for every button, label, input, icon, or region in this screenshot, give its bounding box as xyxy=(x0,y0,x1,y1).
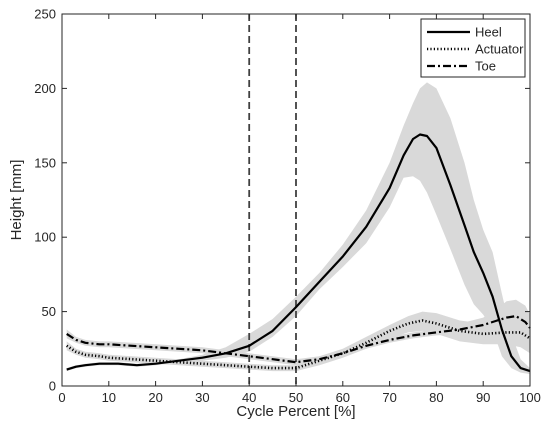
x-tick-label: 60 xyxy=(336,390,350,405)
x-tick-label: 50 xyxy=(289,390,303,405)
series-line-heel xyxy=(66,133,531,373)
band-actuator xyxy=(66,311,530,372)
x-tick-label: 90 xyxy=(476,390,490,405)
legend-label-actuator: Actuator xyxy=(475,42,524,57)
band-heel xyxy=(66,82,530,375)
x-tick-label: 10 xyxy=(102,390,116,405)
x-tick-label: 100 xyxy=(519,390,541,405)
y-tick-label: 50 xyxy=(42,304,56,319)
x-axis-label: Cycle Percent [%] xyxy=(236,403,355,420)
legend-label-toe: Toe xyxy=(475,59,496,74)
x-tick-label: 0 xyxy=(58,390,65,405)
vertical-markers xyxy=(248,14,297,386)
x-tick-label: 40 xyxy=(242,390,256,405)
legend-label-heel: Heel xyxy=(475,25,502,40)
y-tick-label: 250 xyxy=(34,7,56,22)
legend: Heel Actuator Toe xyxy=(420,18,526,78)
x-tick-label: 70 xyxy=(382,390,396,405)
series-line-actuator xyxy=(65,319,531,370)
y-axis-label: Height [mm] xyxy=(8,160,25,241)
series-line-toe xyxy=(66,315,531,364)
y-tick-label: 200 xyxy=(34,81,56,96)
x-tick-label: 20 xyxy=(148,390,162,405)
y-tick-label: 100 xyxy=(34,230,56,245)
x-tick-label: 30 xyxy=(195,390,209,405)
series-lines xyxy=(65,133,531,373)
y-axis: 0 50 100 150 200 250 xyxy=(34,7,530,394)
y-tick-label: 0 xyxy=(49,379,56,394)
y-tick-label: 150 xyxy=(34,155,56,170)
x-axis: 0 10 20 30 40 50 60 70 80 90 100 xyxy=(58,14,541,405)
x-tick-label: 80 xyxy=(429,390,443,405)
